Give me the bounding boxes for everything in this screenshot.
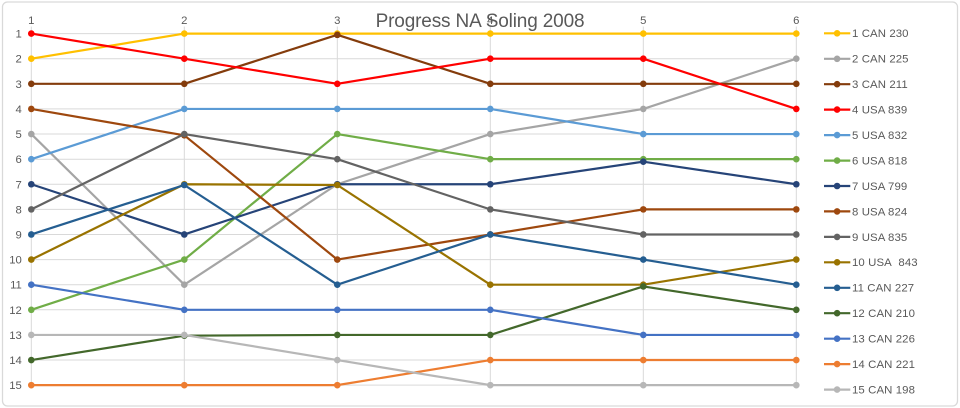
svg-text:3 CAN 211: 3 CAN 211 [852,79,908,91]
svg-text:11: 11 [10,280,22,292]
svg-text:6: 6 [793,15,799,27]
svg-text:4: 4 [16,104,22,116]
svg-text:2: 2 [16,54,22,66]
svg-text:2 CAN 225: 2 CAN 225 [852,54,909,66]
svg-text:Progress NA Soling 2008: Progress NA Soling 2008 [376,11,585,32]
svg-text:10: 10 [9,255,22,267]
svg-text:5 USA 832: 5 USA 832 [852,130,907,142]
svg-text:12 CAN 210: 12 CAN 210 [852,308,915,320]
svg-text:13: 13 [9,330,22,342]
svg-text:7: 7 [16,179,22,191]
svg-text:4: 4 [487,15,493,27]
svg-text:9: 9 [16,230,22,242]
svg-text:10 USA 843: 10 USA 843 [852,257,918,269]
svg-text:5: 5 [16,129,22,141]
svg-text:9 USA 835: 9 USA 835 [852,232,907,244]
svg-text:12: 12 [9,305,22,317]
svg-text:14: 14 [9,355,22,367]
svg-text:11 CAN 227: 11 CAN 227 [852,283,914,295]
svg-text:3: 3 [16,79,22,91]
svg-text:6 USA 818: 6 USA 818 [852,156,907,168]
svg-text:15 CAN 198: 15 CAN 198 [852,385,915,397]
svg-text:1: 1 [28,15,34,27]
svg-text:1: 1 [16,29,22,41]
svg-text:5: 5 [640,15,646,27]
svg-text:8 USA 824: 8 USA 824 [852,206,907,218]
svg-text:14 CAN 221: 14 CAN 221 [852,359,915,371]
svg-text:6: 6 [16,154,22,166]
svg-text:4 USA 839: 4 USA 839 [852,105,907,117]
svg-text:13 CAN 226: 13 CAN 226 [852,334,915,346]
svg-text:3: 3 [334,15,340,27]
svg-text:8: 8 [16,204,22,216]
svg-text:2: 2 [181,15,187,27]
svg-text:15: 15 [9,380,22,392]
svg-text:7 USA 799: 7 USA 799 [852,181,907,193]
svg-text:1 CAN 230: 1 CAN 230 [852,28,909,40]
